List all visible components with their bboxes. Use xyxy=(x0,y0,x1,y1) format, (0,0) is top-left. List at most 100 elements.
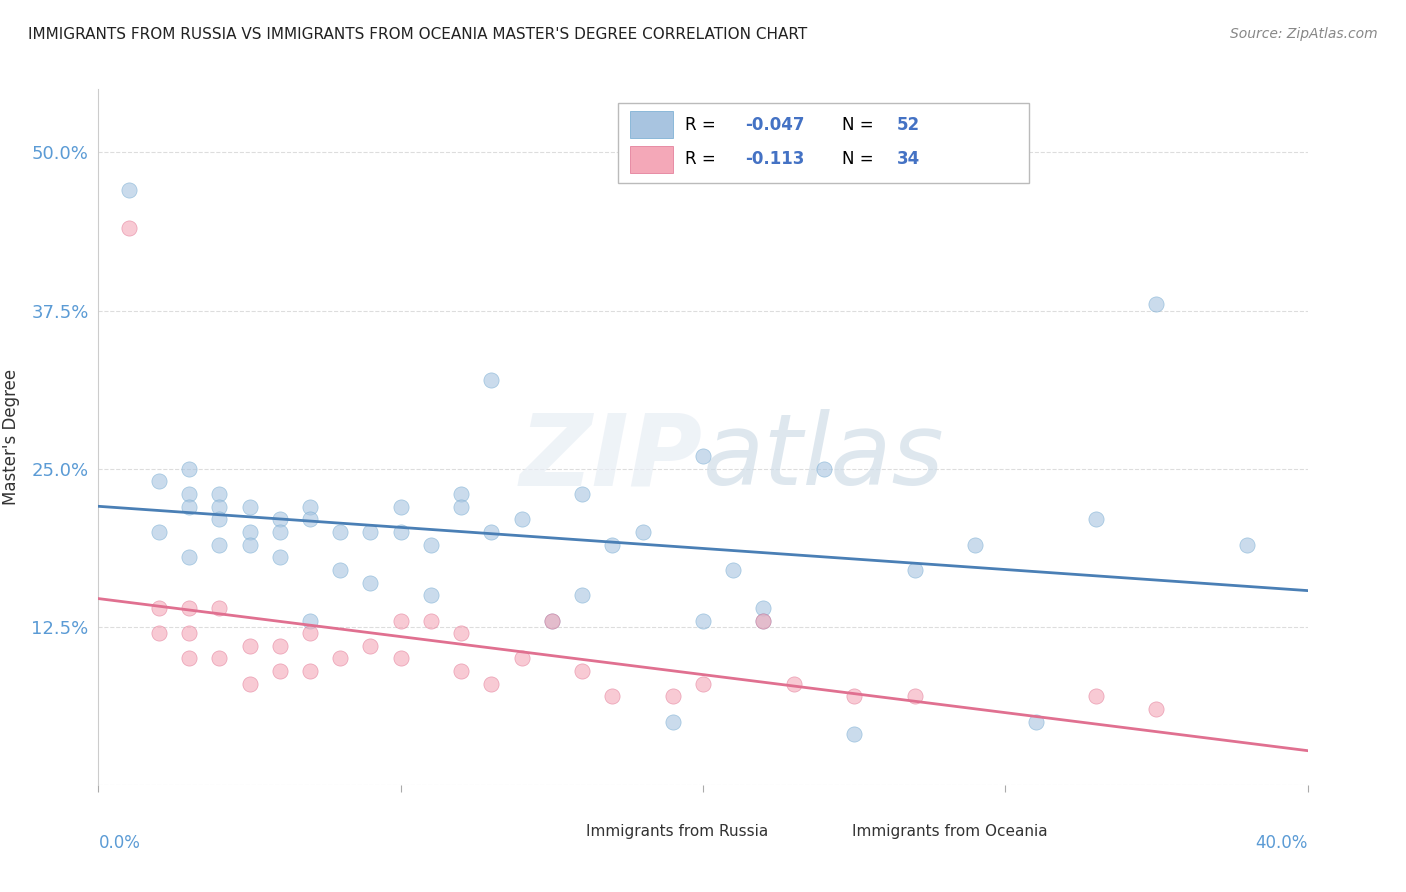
Point xyxy=(239,639,262,653)
Text: N =: N = xyxy=(842,116,879,134)
Point xyxy=(299,626,322,640)
Point xyxy=(783,677,806,691)
Point xyxy=(299,614,322,628)
Point xyxy=(239,538,262,552)
Point xyxy=(481,524,503,539)
Y-axis label: Master's Degree: Master's Degree xyxy=(3,369,20,505)
Point xyxy=(510,651,533,665)
Point xyxy=(389,614,412,628)
Point xyxy=(661,714,683,729)
Point xyxy=(661,690,683,704)
Point xyxy=(179,461,201,475)
Point xyxy=(239,677,262,691)
Bar xyxy=(630,146,672,173)
Point xyxy=(1085,512,1108,526)
Point xyxy=(208,651,231,665)
Point xyxy=(360,524,382,539)
Point xyxy=(239,500,262,514)
Text: 34: 34 xyxy=(897,151,920,169)
Text: 52: 52 xyxy=(897,116,920,134)
Point xyxy=(752,600,775,615)
Point xyxy=(752,614,775,628)
Point xyxy=(360,575,382,590)
Point xyxy=(571,588,593,602)
Point xyxy=(208,487,231,501)
Text: -0.113: -0.113 xyxy=(745,151,804,169)
Text: IMMIGRANTS FROM RUSSIA VS IMMIGRANTS FROM OCEANIA MASTER'S DEGREE CORRELATION CH: IMMIGRANTS FROM RUSSIA VS IMMIGRANTS FRO… xyxy=(28,27,807,42)
Point xyxy=(450,500,472,514)
Point xyxy=(389,500,412,514)
Point xyxy=(904,690,927,704)
Text: R =: R = xyxy=(685,151,721,169)
Point xyxy=(389,524,412,539)
Point xyxy=(571,664,593,678)
Text: N =: N = xyxy=(842,151,879,169)
Point xyxy=(269,639,291,653)
Point xyxy=(179,651,201,665)
Point xyxy=(118,221,141,235)
Point xyxy=(692,449,714,463)
Point xyxy=(723,563,745,577)
Point xyxy=(329,563,352,577)
Point xyxy=(148,524,170,539)
Point xyxy=(602,690,624,704)
Point xyxy=(1144,702,1167,716)
Point xyxy=(299,500,322,514)
Point xyxy=(269,550,291,565)
Point xyxy=(692,614,714,628)
Point xyxy=(752,614,775,628)
Text: Immigrants from Oceania: Immigrants from Oceania xyxy=(852,824,1047,839)
Point xyxy=(631,524,654,539)
Point xyxy=(239,524,262,539)
Point xyxy=(148,475,170,489)
Point xyxy=(329,651,352,665)
Point xyxy=(1236,538,1258,552)
Point xyxy=(571,487,593,501)
Point xyxy=(269,664,291,678)
Point xyxy=(692,677,714,691)
Point xyxy=(602,538,624,552)
Point xyxy=(299,664,322,678)
Text: 0.0%: 0.0% xyxy=(98,834,141,852)
Point xyxy=(208,512,231,526)
Point xyxy=(481,373,503,387)
Bar xyxy=(811,823,842,840)
Point xyxy=(1085,690,1108,704)
Point xyxy=(420,538,443,552)
Point xyxy=(540,614,562,628)
Point xyxy=(179,550,201,565)
Point xyxy=(329,524,352,539)
Text: -0.047: -0.047 xyxy=(745,116,804,134)
Point xyxy=(148,600,170,615)
Point xyxy=(450,626,472,640)
Bar xyxy=(546,823,576,840)
Point xyxy=(540,614,562,628)
Point xyxy=(965,538,987,552)
Bar xyxy=(630,112,672,138)
Point xyxy=(450,487,472,501)
Point xyxy=(299,512,322,526)
Point xyxy=(208,538,231,552)
Point xyxy=(360,639,382,653)
Point xyxy=(510,512,533,526)
Point xyxy=(179,626,201,640)
Text: 40.0%: 40.0% xyxy=(1256,834,1308,852)
Point xyxy=(844,727,866,741)
FancyBboxPatch shape xyxy=(619,103,1029,183)
Text: Immigrants from Russia: Immigrants from Russia xyxy=(586,824,768,839)
Point xyxy=(179,600,201,615)
Point xyxy=(450,664,472,678)
Point xyxy=(844,690,866,704)
Point xyxy=(1144,297,1167,311)
Point xyxy=(389,651,412,665)
Point xyxy=(813,461,835,475)
Point xyxy=(1024,714,1046,729)
Point xyxy=(179,487,201,501)
Point xyxy=(420,588,443,602)
Text: R =: R = xyxy=(685,116,721,134)
Point xyxy=(420,614,443,628)
Text: Source: ZipAtlas.com: Source: ZipAtlas.com xyxy=(1230,27,1378,41)
Point xyxy=(904,563,927,577)
Text: ZIP: ZIP xyxy=(520,409,703,507)
Point xyxy=(148,626,170,640)
